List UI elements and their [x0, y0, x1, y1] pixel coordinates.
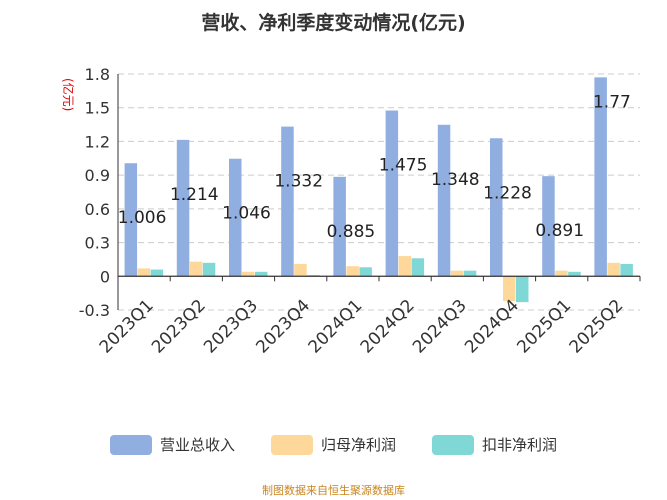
source-note: 制图数据来自恒生聚源数据库	[262, 484, 405, 497]
data-label-revenue: 1.332	[274, 172, 323, 192]
x-tick-label: 2024Q1	[305, 296, 367, 358]
x-tick-label: 2025Q1	[513, 296, 575, 358]
legend-item-non-recurring-profit[interactable]: 扣非净利润	[432, 434, 557, 455]
x-tick-label: 2023Q4	[252, 296, 314, 358]
data-label-revenue: 1.77	[593, 92, 631, 112]
data-label-revenue: 1.046	[222, 204, 271, 224]
y-tick-label: 0.9	[85, 166, 110, 185]
bar-revenue	[594, 77, 607, 277]
y-tick-label: 1.8	[85, 65, 110, 84]
bar-non-recurring-profit	[516, 276, 529, 303]
y-axis-unit-label: (亿元)	[61, 78, 76, 111]
bar-parent-profit	[137, 268, 151, 277]
bar-non-recurring-profit	[255, 271, 268, 277]
chart-title: 营收、净利季度变动情况(亿元)	[201, 12, 466, 34]
x-tick-label: 2023Q3	[200, 296, 262, 358]
bar-parent-profit	[503, 276, 516, 302]
bar-revenue	[542, 176, 555, 277]
y-tick-label: 1.5	[85, 99, 110, 118]
bar-parent-profit	[450, 270, 464, 277]
legend-swatch-parent-profit	[270, 434, 313, 455]
bar-non-recurring-profit	[411, 258, 425, 277]
bar-parent-profit	[242, 271, 255, 277]
data-label-revenue: 1.228	[483, 183, 532, 203]
bar-revenue	[490, 138, 503, 277]
bar-non-recurring-profit	[150, 269, 164, 277]
bar-parent-profit	[398, 256, 412, 277]
y-tick-label: 0.6	[85, 200, 110, 219]
legend-item-parent-profit[interactable]: 归母净利润	[270, 434, 396, 455]
bar-parent-profit	[607, 262, 620, 277]
bar-parent-profit	[189, 261, 203, 277]
bar-revenue	[281, 126, 294, 277]
x-tick-label: 2024Q2	[357, 296, 419, 358]
x-tick-label: 2024Q3	[409, 296, 471, 358]
legend-swatch-non-recurring-profit	[432, 434, 474, 455]
bar-revenue	[176, 139, 190, 277]
legend-label-revenue: 营业总收入	[159, 436, 235, 454]
x-tick-label: 2024Q4	[461, 296, 523, 358]
data-label-revenue: 1.348	[431, 170, 480, 190]
bar-parent-profit	[346, 266, 359, 277]
bar-revenue	[229, 158, 242, 277]
legend-label-parent-profit: 归母净利润	[320, 436, 396, 454]
x-tick-label: 2025Q2	[566, 296, 628, 358]
bar-non-recurring-profit	[202, 262, 216, 277]
bar-non-recurring-profit	[463, 270, 477, 277]
bar-non-recurring-profit	[359, 267, 372, 277]
bar-revenue	[333, 176, 346, 277]
legend-swatch-revenue	[109, 434, 152, 455]
data-label-revenue: 0.885	[327, 222, 376, 242]
bar-parent-profit	[294, 263, 307, 277]
data-label-revenue: 1.214	[170, 185, 219, 205]
data-label-revenue: 1.006	[118, 208, 167, 228]
bar-non-recurring-profit	[568, 271, 581, 277]
y-tick-label: -0.3	[79, 301, 110, 320]
legend: 营业总收入 归母净利润 扣非净利润	[0, 434, 667, 455]
bar-non-recurring-profit	[620, 263, 633, 277]
y-tick-label: 0.3	[85, 234, 110, 253]
y-tick-label: 1.2	[85, 132, 110, 151]
bar-revenue	[437, 124, 451, 277]
data-label-revenue: 0.891	[535, 221, 584, 241]
y-tick-label: 0	[100, 267, 110, 286]
legend-label-non-recurring-profit: 扣非净利润	[482, 436, 558, 454]
bar-revenue	[385, 110, 399, 277]
bar-revenue	[124, 163, 138, 277]
data-label-revenue: 1.475	[379, 156, 428, 176]
bar-parent-profit	[555, 270, 568, 277]
legend-item-revenue[interactable]: 营业总收入	[109, 434, 235, 455]
x-tick-label: 2023Q2	[148, 296, 210, 358]
